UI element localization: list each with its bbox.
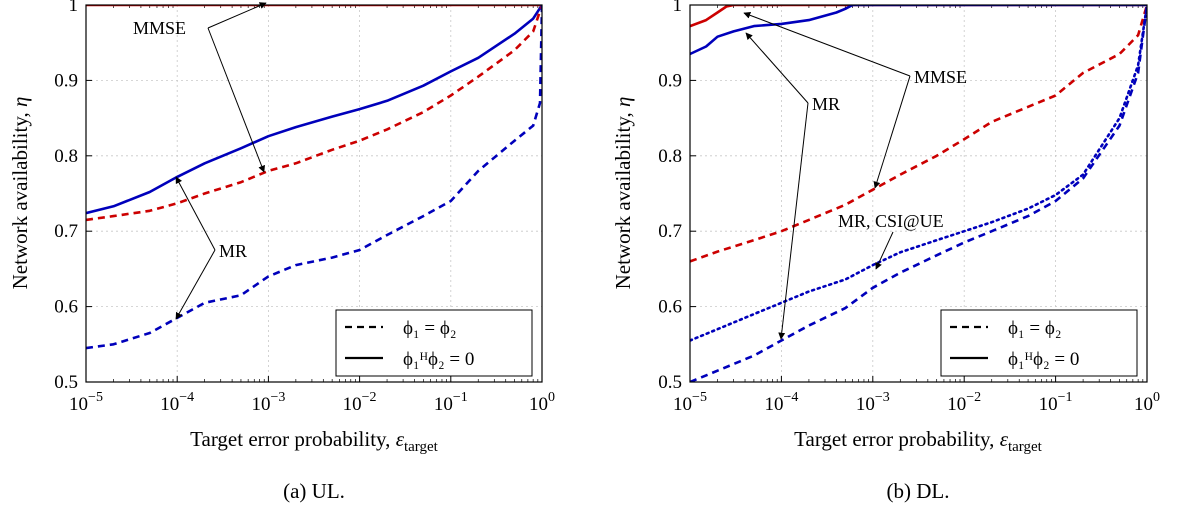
series-line-solid bbox=[690, 5, 1147, 28]
panel-dl: 10−5 10−4 10−3 10−2 10−1 100 0.5 0.6 0.7 0.8 0.9 1… bbox=[611, 0, 1160, 503]
x-axis-label-ul: Target error probability, εtarget bbox=[190, 427, 439, 455]
arrow-mr-dl-2 bbox=[778, 102, 809, 340]
caption-ul: (a) UL. bbox=[283, 479, 345, 503]
series-ul bbox=[86, 5, 542, 350]
series-line-solid bbox=[690, 5, 1147, 56]
arrow-mmse-dl-1 bbox=[743, 11, 911, 77]
y-tick-label: 0.6 bbox=[658, 297, 682, 318]
series-line-dashed bbox=[86, 5, 542, 222]
annotation-mmse-ul: MMSE bbox=[133, 18, 186, 38]
legend-box-ul bbox=[335, 309, 533, 377]
y-tick-label: 1 bbox=[69, 0, 79, 16]
y-tick-labels-dl: 0.5 0.6 0.7 0.8 0.9 1 bbox=[658, 0, 682, 393]
x-tick-labels-dl: 10−5 10−4 10−3 10−2 10−1 100 bbox=[673, 390, 1160, 415]
y-tick-label: 1 bbox=[673, 0, 683, 16]
axes-frame-ul bbox=[85, 4, 543, 383]
series-line-solid bbox=[86, 5, 542, 215]
y-axis-label-ul: Network availability, η bbox=[8, 97, 32, 290]
x-tick-label: 10−3 bbox=[251, 390, 285, 415]
y-tick-label: 0.8 bbox=[54, 146, 78, 167]
annotation-mr-dl: MR bbox=[812, 94, 840, 114]
x-tick-label: 10−5 bbox=[69, 390, 103, 415]
y-tick-labels-ul: 0.5 0.6 0.7 0.8 0.9 1 bbox=[54, 0, 78, 393]
annotation-mmse-dl: MMSE bbox=[914, 67, 967, 87]
legend-box-dl bbox=[940, 309, 1138, 377]
arrow-mr-csi-dl bbox=[875, 231, 894, 270]
arrow-mmse-ul-2 bbox=[207, 2, 267, 29]
series-line-dashed bbox=[690, 5, 1147, 382]
axes-frame-dl bbox=[689, 4, 1148, 383]
y-tick-label: 0.7 bbox=[54, 221, 78, 242]
legend-dl: ϕ₁ = ϕ₂ ϕ₁ᴴϕ₂ = 0 bbox=[940, 309, 1138, 377]
series-dl bbox=[690, 5, 1147, 382]
x-tick-label: 10−2 bbox=[947, 390, 981, 415]
y-tick-label: 0.9 bbox=[54, 70, 78, 91]
panel-ul: 10−5 10−4 10−3 10−2 10−1 100 0.5 0.6 0.7 0.8 0.9 1… bbox=[8, 0, 555, 503]
y-tick-label: 0.7 bbox=[658, 221, 682, 242]
annotation-mr-csi-dl: MR, CSI@UE bbox=[838, 211, 944, 231]
y-tick-label: 0.9 bbox=[658, 70, 682, 91]
legend-label-dashed-ul: ϕ₁ = ϕ₂ bbox=[403, 318, 456, 339]
x-tick-label: 10−1 bbox=[1039, 390, 1073, 415]
x-tick-label: 10−1 bbox=[434, 390, 468, 415]
x-tick-label: 10−3 bbox=[856, 390, 890, 415]
series-line-dashed bbox=[690, 5, 1147, 263]
arrow-mmse-ul-1 bbox=[207, 27, 265, 173]
x-tick-label: 10−4 bbox=[160, 390, 194, 415]
x-tick-label: 100 bbox=[1134, 390, 1160, 415]
x-tick-labels-ul: 10−5 10−4 10−3 10−2 10−1 100 bbox=[69, 390, 555, 415]
legend-label-solid-ul: ϕ₁ᴴϕ₂ = 0 bbox=[403, 349, 474, 370]
annotations-dl: MMSE MR MR, CSI@UE bbox=[743, 11, 967, 340]
arrow-mr-dl-1 bbox=[745, 32, 809, 104]
legend-label-dashed-dl: ϕ₁ = ϕ₂ bbox=[1008, 318, 1061, 339]
legend-ul: ϕ₁ = ϕ₂ ϕ₁ᴴϕ₂ = 0 bbox=[335, 309, 533, 377]
series-line-dashed bbox=[86, 5, 542, 350]
y-tick-label: 0.5 bbox=[658, 372, 682, 393]
y-tick-label: 0.5 bbox=[54, 372, 78, 393]
y-tick-label: 0.8 bbox=[658, 146, 682, 167]
y-tick-label: 0.6 bbox=[54, 297, 78, 318]
caption-dl: (b) DL. bbox=[887, 479, 950, 503]
x-axis-label-dl: Target error probability, εtarget bbox=[794, 427, 1043, 455]
arrow-mr-ul-1 bbox=[175, 176, 216, 251]
x-tick-label: 10−2 bbox=[343, 390, 377, 415]
x-tick-label: 10−4 bbox=[764, 390, 798, 415]
x-tick-label: 10−5 bbox=[673, 390, 707, 415]
series-line-dotted bbox=[690, 5, 1147, 342]
annotations-ul: MMSE MR bbox=[133, 2, 267, 320]
arrow-mmse-dl-2 bbox=[873, 75, 911, 189]
legend-label-solid-dl: ϕ₁ᴴϕ₂ = 0 bbox=[1008, 349, 1079, 370]
annotation-mr-ul: MR bbox=[219, 241, 247, 261]
y-axis-label-dl: Network availability, η bbox=[611, 97, 635, 290]
x-tick-label: 100 bbox=[529, 390, 555, 415]
arrow-mr-ul-2 bbox=[175, 249, 216, 320]
